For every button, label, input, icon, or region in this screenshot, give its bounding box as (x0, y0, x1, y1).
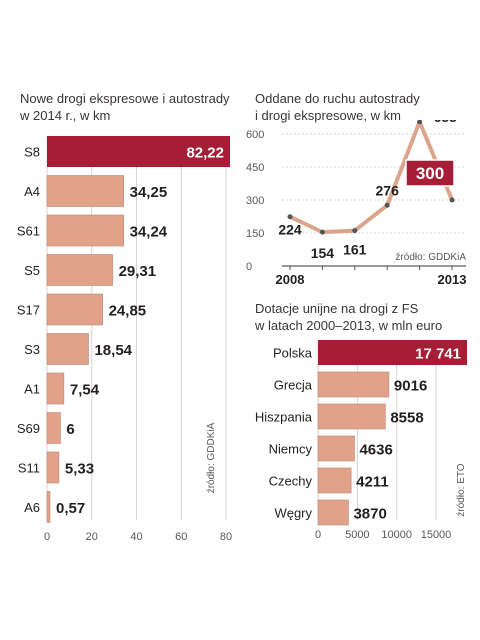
chart3-bar (317, 403, 386, 430)
chart2-value-label: 276 (376, 182, 400, 198)
chart3-category-label: Niemcy (269, 442, 313, 457)
chart1-category-label: S69 (17, 421, 40, 436)
chart1-new-roads-2014: 0 20 40 60 80 S8 82,22 A4 34,25 S61 34,24 S5 29,31 S1… (17, 136, 232, 543)
chart1-value-label: 0,57 (56, 500, 85, 517)
chart3-category-label: Węgry (274, 506, 312, 521)
chart1-x-tick-label: 80 (220, 531, 232, 543)
chart1-x-tick-label: 0 (44, 531, 50, 543)
chart1-category-label: A6 (24, 500, 40, 515)
chart3-value-label: 8558 (390, 410, 423, 427)
chart1-category-label: S8 (24, 145, 40, 160)
chart1-value-label: 29,31 (119, 263, 157, 280)
chart3-bar (318, 340, 467, 365)
chart3-source: źródło: ETO (456, 463, 467, 516)
chart2-source: źródło: GDDKiA (395, 252, 466, 263)
chart2-y-tick-label: 150 (246, 228, 264, 240)
chart3-category-label: Polska (273, 346, 313, 361)
chart3-bar (317, 467, 352, 494)
chart2-x-tick-label: 2013 (438, 272, 467, 287)
chart3-category-label: Czechy (269, 474, 313, 489)
chart1-bar (46, 175, 124, 207)
chart1-bar (46, 372, 65, 405)
chart2-y-tick-label: 450 (246, 162, 264, 174)
chart2-point (352, 228, 358, 234)
chart1-value-label: 5,33 (65, 461, 94, 478)
chart1-value-label: 34,24 (130, 224, 168, 241)
chart1-bar (46, 254, 113, 286)
chart1-category-label: A1 (24, 382, 40, 397)
chart3-value-label: 3870 (353, 506, 386, 523)
chart1-source: źródło: GDDKiA (206, 422, 217, 493)
chart3-bar (317, 499, 349, 526)
chart1-bar (46, 491, 51, 523)
chart1-x-tick-label: 40 (130, 531, 142, 543)
chart1-bar (46, 293, 103, 326)
chart3-value-label: 9016 (394, 378, 427, 395)
chart2-point (384, 202, 390, 208)
chart2-opened-roads: 0 150 300 450 600 224 154 161 276 655 300 2008 2013 ź… (246, 120, 467, 287)
chart2-y-tick-label: 300 (246, 195, 264, 207)
chart1-category-label: S61 (17, 224, 40, 239)
chart1-title: Nowe drogi ekspresowe i autostrady w 201… (20, 91, 230, 123)
chart1-x-tick-label: 60 (175, 531, 187, 543)
chart1-bar (46, 412, 61, 444)
chart1-x-tick-label: 20 (86, 531, 98, 543)
chart3-category-label: Hiszpania (255, 410, 313, 425)
chart3-value-label: 4636 (359, 442, 392, 459)
chart2-series-line (289, 120, 454, 235)
chart2-value-label: 224 (278, 222, 302, 238)
chart1-value-label: 18,54 (94, 342, 132, 359)
chart3-x-tick-label: 0 (315, 529, 321, 541)
chart2-point (319, 229, 325, 235)
chart1-bar (47, 136, 230, 167)
chart2-value-label: 161 (343, 242, 367, 258)
chart2-y-tick-label: 600 (246, 129, 264, 141)
chart3-x-tick-label: 5000 (345, 529, 369, 541)
chart2-value-label: 655 (434, 120, 458, 125)
chart1-value-label: 6 (66, 421, 74, 438)
chart3-value-label: 4211 (356, 474, 389, 491)
chart2-title: Oddane do ruchu autostrady i drogi ekspr… (255, 91, 420, 123)
chart1-value-label: 34,25 (130, 184, 168, 201)
chart1-category-label: S3 (24, 342, 40, 357)
chart3-eu-subsidies: 0 5000 10000 15000 Polska 17 741 Grecja 9016 His… (255, 340, 467, 541)
chart1-bar (46, 214, 124, 247)
chart1-value-label: 82,22 (186, 145, 224, 162)
chart1-value-label: 7,54 (70, 382, 100, 399)
chart2-value-label: 154 (311, 245, 335, 261)
chart2-point (287, 214, 293, 220)
chart2-y-tick-label: 0 (246, 261, 252, 273)
chart2-point (449, 197, 455, 203)
chart3-x-tick-label: 15000 (421, 529, 452, 541)
chart2-highlight-box (405, 159, 455, 187)
chart1-bar (46, 333, 89, 365)
chart1-bar (46, 451, 60, 484)
chart3-title: Dotacje unijne na drogi z FS w latach 20… (255, 301, 443, 333)
chart3-category-label: Grecja (274, 378, 313, 393)
chart1-value-label: 24,85 (109, 303, 147, 320)
chart2-point (417, 120, 423, 125)
chart3-value-label: 17 741 (415, 346, 461, 363)
chart3-x-tick-label: 10000 (381, 529, 412, 541)
chart2-value-label: 300 (416, 164, 444, 183)
chart2-x-tick-label: 2008 (276, 272, 305, 287)
chart1-category-label: S17 (17, 303, 40, 318)
chart1-category-label: S5 (24, 263, 40, 278)
chart1-category-label: S11 (18, 461, 40, 476)
chart3-bar (317, 371, 390, 398)
chart3-bar (317, 435, 355, 462)
chart1-category-label: A4 (24, 184, 40, 199)
